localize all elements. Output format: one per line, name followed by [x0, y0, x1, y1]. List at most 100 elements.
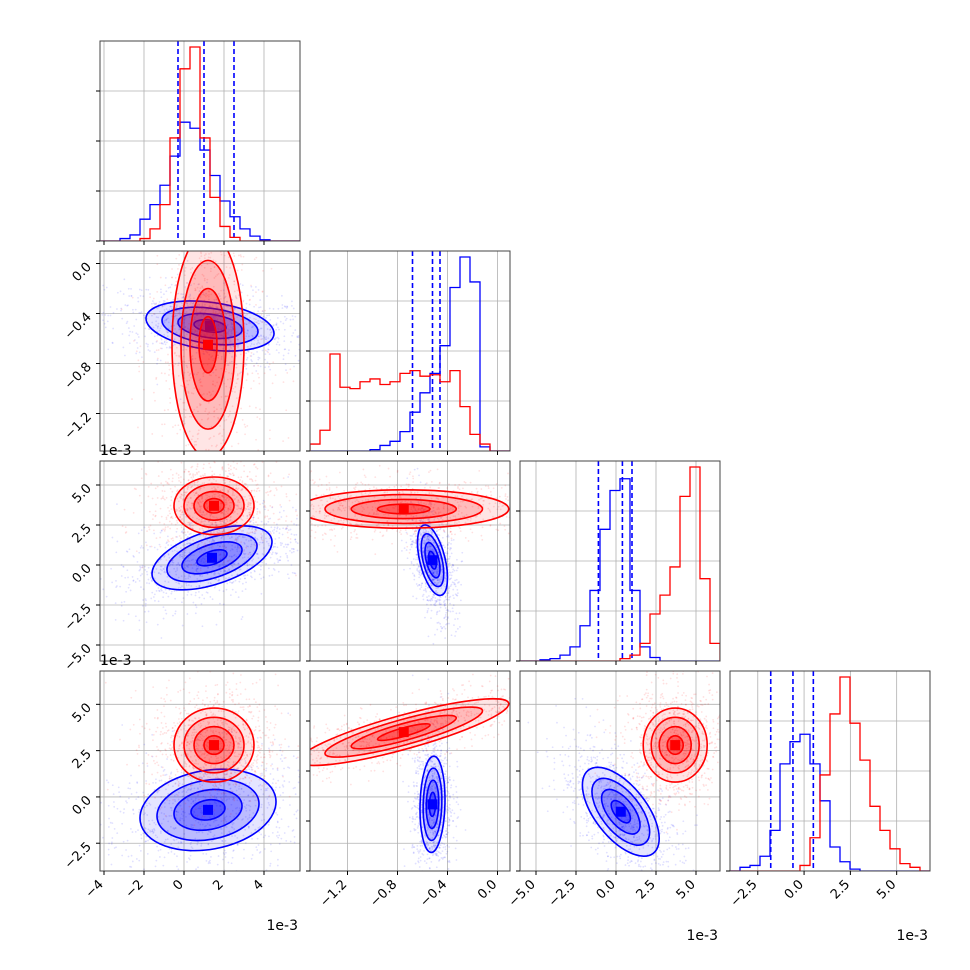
scatter-point — [286, 555, 289, 557]
scatter-point — [175, 508, 177, 511]
scatter-point — [264, 309, 267, 312]
scatter-point — [288, 577, 290, 580]
scatter-point — [189, 576, 192, 578]
scatter-point — [240, 318, 243, 321]
scatter-point — [329, 538, 332, 541]
scatter-point — [201, 285, 204, 288]
scatter-point — [92, 291, 94, 293]
scatter-point — [432, 541, 435, 544]
scatter-point — [304, 517, 306, 519]
scatter-point — [434, 575, 437, 578]
scatter-point — [123, 600, 126, 603]
scatter-point — [155, 376, 158, 379]
scatter-point — [432, 572, 434, 575]
scatter-point — [197, 283, 200, 286]
scatter-point — [254, 528, 257, 531]
scatter-point — [193, 233, 195, 235]
scatter-point — [140, 311, 143, 314]
scatter-point — [220, 511, 222, 514]
scatter-point — [182, 355, 185, 358]
scatter-point — [125, 590, 127, 593]
scatter-point — [192, 524, 194, 527]
scatter-point — [448, 483, 451, 486]
scatter-point — [246, 564, 249, 567]
scatter-point — [190, 392, 193, 394]
scatter-point — [229, 525, 232, 528]
scatter-point — [225, 310, 228, 313]
scatter-point — [244, 577, 246, 580]
scatter-point — [202, 529, 205, 532]
scatter-point — [126, 501, 128, 503]
scatter-point — [405, 549, 408, 551]
scatter-point — [200, 219, 202, 221]
scatter-point — [133, 200, 135, 202]
scatter-point — [282, 509, 285, 512]
scatter-point — [218, 325, 220, 328]
scatter-point — [171, 490, 174, 493]
scatter-point — [194, 329, 197, 332]
scatter-point — [158, 543, 161, 546]
scatter-point — [440, 568, 443, 571]
scatter-point — [159, 565, 162, 568]
scatter-point — [249, 545, 252, 548]
scatter-point — [266, 515, 269, 518]
scatter-point — [185, 340, 188, 343]
scatter-point — [229, 328, 232, 331]
scatter-point — [172, 539, 175, 542]
scatter-point — [209, 517, 212, 520]
scatter-point — [123, 278, 126, 281]
scatter-point — [182, 532, 185, 534]
scatter-point — [408, 473, 411, 476]
scatter-point — [205, 544, 208, 547]
scatter-point — [183, 274, 186, 277]
scatter-point — [433, 513, 436, 516]
scatter-point — [212, 383, 215, 386]
scatter-point — [188, 542, 190, 544]
scatter-point — [258, 510, 261, 513]
scatter-point — [239, 353, 242, 356]
scatter-point — [173, 324, 175, 327]
scatter-point — [198, 518, 200, 521]
scatter-point — [264, 353, 267, 356]
scatter-point — [290, 551, 293, 554]
scatter-point — [188, 316, 191, 319]
scatter-point — [416, 467, 419, 470]
scatter-point — [233, 283, 236, 286]
scatter-point — [171, 276, 173, 279]
scatter-point — [269, 556, 272, 559]
scatter-point — [446, 587, 449, 590]
scatter-point — [159, 558, 162, 561]
scatter-point — [426, 609, 429, 612]
scatter-point — [233, 255, 236, 257]
scatter-point — [436, 530, 438, 532]
scatter-point — [212, 538, 215, 541]
scatter-point — [145, 599, 147, 602]
scatter-point — [240, 508, 242, 510]
scatter-point — [194, 604, 197, 606]
scatter-point — [248, 303, 251, 306]
scatter-point — [230, 323, 233, 326]
scatter-point — [222, 439, 225, 442]
scatter-point — [453, 521, 456, 524]
scatter-point — [444, 627, 447, 630]
scatter-point — [431, 579, 434, 581]
scatter-point — [177, 424, 180, 427]
scatter-point — [218, 295, 221, 297]
scatter-point — [198, 584, 200, 587]
scatter-point — [207, 358, 210, 361]
panel-1-0: −1.2−0.8−0.40.0 — [62, 145, 301, 503]
scatter-point — [277, 337, 280, 340]
scatter-point — [340, 527, 343, 530]
density-peak — [205, 321, 215, 331]
scatter-point — [250, 520, 252, 522]
scatter-point — [425, 538, 428, 540]
scatter-point — [259, 511, 261, 514]
scatter-point — [218, 532, 221, 534]
scatter-point — [213, 266, 216, 269]
scatter-point — [195, 339, 198, 342]
scatter-point — [195, 145, 197, 147]
scatter-point — [268, 437, 271, 440]
scatter-point — [191, 465, 194, 468]
scatter-point — [199, 581, 202, 584]
scatter-point — [232, 345, 235, 348]
